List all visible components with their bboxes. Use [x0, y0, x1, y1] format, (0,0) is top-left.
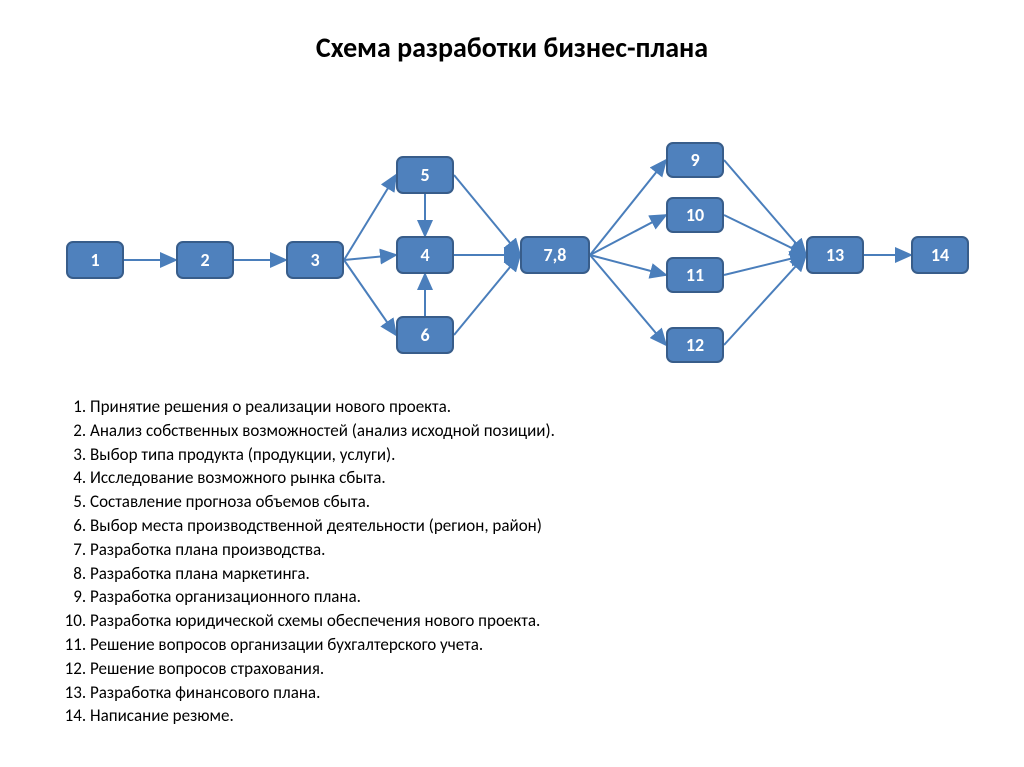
node-n1: 1 — [66, 241, 124, 279]
legend-list: Принятие решения о реализации нового про… — [60, 395, 964, 728]
legend-item-3: Выбор типа продукта (продукции, услуги). — [90, 443, 964, 467]
legend-item-4: Исследование возможного рынка сбыта. — [90, 466, 964, 490]
node-n6: 6 — [396, 316, 454, 354]
page-title: Схема разработки бизнес-плана — [0, 0, 1024, 65]
legend-item-8: Разработка плана маркетинга. — [90, 562, 964, 586]
node-n11: 11 — [666, 257, 724, 293]
node-n78: 7,8 — [520, 236, 590, 274]
node-n3: 3 — [286, 241, 344, 279]
legend-item-12: Решение вопросов страхования. — [90, 657, 964, 681]
node-n12: 12 — [666, 327, 724, 363]
edge-n3-n4 — [344, 255, 396, 260]
edge-n11-n13 — [724, 255, 806, 275]
legend: Принятие решения о реализации нового про… — [0, 385, 1024, 728]
node-n4: 4 — [396, 236, 454, 274]
node-n9: 9 — [666, 142, 724, 178]
edges-layer — [0, 65, 1024, 385]
legend-item-11: Решение вопросов организации бухгалтерск… — [90, 633, 964, 657]
edge-n6-n78 — [454, 255, 520, 335]
legend-item-6: Выбор места производственной деятельност… — [90, 514, 964, 538]
edge-n12-n13 — [724, 255, 806, 345]
edge-n78-n11 — [590, 255, 666, 275]
legend-item-1: Принятие решения о реализации нового про… — [90, 395, 964, 419]
node-n5: 5 — [396, 156, 454, 194]
edge-n78-n9 — [590, 160, 666, 255]
legend-item-2: Анализ собственных возможностей (анализ … — [90, 419, 964, 443]
legend-item-13: Разработка финансового плана. — [90, 681, 964, 705]
node-n14: 14 — [911, 236, 969, 274]
legend-item-14: Написание резюме. — [90, 704, 964, 728]
node-n13: 13 — [806, 236, 864, 274]
legend-item-7: Разработка плана производства. — [90, 538, 964, 562]
node-n2: 2 — [176, 241, 234, 279]
edge-n5-n78 — [454, 175, 520, 255]
edge-n3-n5 — [344, 175, 396, 260]
flowchart-diagram: 1234567,891011121314 — [0, 65, 1024, 385]
legend-item-9: Разработка организационного плана. — [90, 585, 964, 609]
edge-n3-n6 — [344, 260, 396, 335]
edge-n9-n13 — [724, 160, 806, 255]
edge-n78-n12 — [590, 255, 666, 345]
edge-n78-n10 — [590, 215, 666, 255]
edge-n10-n13 — [724, 215, 806, 255]
legend-item-5: Составление прогноза объемов сбыта. — [90, 490, 964, 514]
node-n10: 10 — [666, 197, 724, 233]
legend-item-10: Разработка юридической схемы обеспечения… — [90, 609, 964, 633]
